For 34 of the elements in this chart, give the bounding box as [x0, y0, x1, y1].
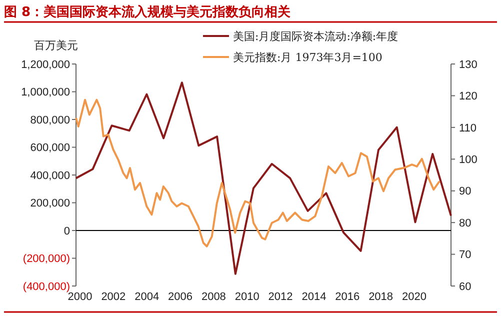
x-tick-label: 2006 — [168, 291, 193, 303]
y2-tick-label: 60 — [459, 280, 472, 293]
y-tick-label: (400,000) — [22, 280, 70, 293]
line-series — [75, 82, 452, 275]
y-axis-title: 百万美元 — [34, 39, 78, 52]
y-tick-label: 1,000,000 — [21, 86, 70, 99]
x-tick-label: 2002 — [101, 291, 126, 303]
x-tick-label: 2018 — [368, 291, 394, 303]
y2-tick-label: 90 — [459, 186, 472, 198]
x-tick-label: 2000 — [68, 291, 92, 303]
x-tick-label: 2004 — [134, 291, 160, 303]
y2-tick-label: 70 — [459, 249, 472, 262]
x-tick-label: 2010 — [234, 291, 260, 303]
x-tick-label: 2008 — [201, 291, 226, 303]
y-tick-label: 200,000 — [30, 198, 70, 210]
y2-tick-label: 130 — [459, 58, 478, 71]
y-tick-label: 400,000 — [30, 170, 70, 182]
x-tick-label: 2020 — [402, 291, 426, 303]
y2-tick-label: 80 — [459, 217, 472, 230]
y-tick-label: (200,000) — [22, 253, 70, 266]
x-tick-label: 2012 — [268, 291, 293, 303]
y-tick-label: 600,000 — [30, 142, 70, 154]
x-tick-label: 2016 — [335, 291, 360, 303]
legend-label: 美元指数:月 1973年3月=100 — [233, 50, 382, 64]
y-tick-label: 800,000 — [30, 114, 70, 126]
y2-tick-label: 100 — [459, 154, 478, 166]
y2-tick-label: 110 — [459, 122, 477, 134]
y-tick-label: 1,200,000 — [21, 58, 70, 71]
legend-label: 美国:月度国际资本流动:净额:年度 — [233, 30, 398, 43]
chart-title: 图 8：美国国际资本流入规模与美元指数负向相关 — [4, 4, 292, 20]
y2-tick-label: 120 — [459, 90, 478, 103]
line-series — [75, 98, 440, 248]
x-tick-label: 2014 — [302, 291, 326, 303]
y-tick-label: 0 — [64, 225, 70, 238]
